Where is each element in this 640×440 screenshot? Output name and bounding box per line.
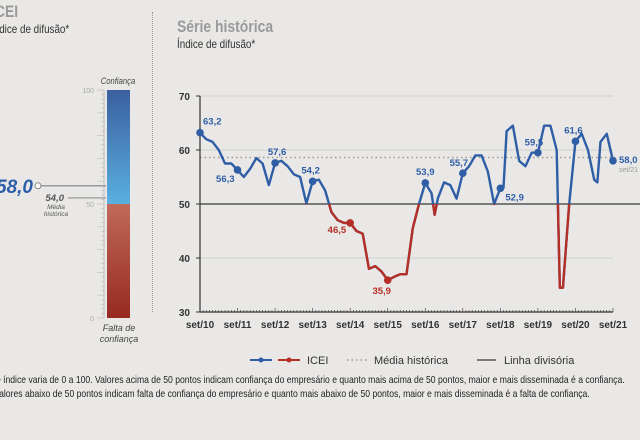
- data-point-marker: [609, 157, 617, 165]
- data-label: 63,2: [203, 117, 222, 128]
- chart-title: Série histórica: [177, 17, 274, 36]
- current-value-marker: [34, 182, 42, 190]
- data-point-marker: [308, 177, 317, 186]
- legend-item-icei: ICEI: [250, 355, 328, 367]
- data-point-marker: [571, 137, 580, 146]
- x-tick-label: set/18: [486, 320, 515, 331]
- data-point-marker: [496, 184, 505, 193]
- data-label: 54,2: [301, 165, 320, 176]
- gauge-tick-100: 100: [82, 88, 94, 95]
- data-point-marker: [196, 128, 204, 137]
- footnote-line-2: Valores abaixo de 50 pontos indicam falt…: [0, 388, 590, 400]
- x-tick-label: set/19: [524, 320, 553, 331]
- data-point-marker: [534, 148, 542, 157]
- data-label: 58,0: [619, 155, 638, 166]
- panel-divider: [152, 12, 153, 312]
- svg-text:Linha divisória: Linha divisória: [504, 355, 575, 367]
- x-tick-label: set/17: [449, 320, 478, 331]
- x-tick-label: set/21: [599, 320, 628, 331]
- icei-gauge: Confiança 100 50 0 58,0 54,0 Média histó…: [0, 75, 139, 344]
- x-tick-label: set/13: [298, 320, 327, 331]
- data-point-marker: [233, 166, 242, 174]
- data-label: 52,9: [505, 192, 524, 203]
- x-tick-label: set/15: [374, 320, 403, 331]
- gauge-confidence-zone: [107, 90, 130, 204]
- y-tick-label: 40: [179, 254, 191, 265]
- data-point-marker: [383, 276, 392, 284]
- grid: [200, 95, 640, 259]
- series-icei: [199, 124, 615, 289]
- gauge-bottom-label: confiança: [100, 334, 139, 344]
- data-label: 53,9: [416, 167, 435, 178]
- y-tick-label: 60: [179, 146, 191, 157]
- gauge-bottom-label: Falta de: [103, 323, 136, 333]
- footnote-line-1: O índice varia de 0 a 100. Valores acima…: [0, 374, 625, 386]
- current-value-label: 58,0: [0, 177, 33, 198]
- gauge-scale: [97, 89, 105, 319]
- x-tick-label: set/20: [561, 320, 590, 331]
- gauge-tick-0: 0: [90, 316, 94, 323]
- x-tick-label: set/14: [336, 320, 365, 331]
- gauge-tick-50: 50: [86, 202, 94, 209]
- y-tick-label: 30: [179, 308, 191, 319]
- legend-item-linha-divisoria: Linha divisória: [477, 355, 575, 367]
- data-label: 57,6: [268, 147, 287, 158]
- gauge-lack-zone: [107, 204, 130, 318]
- data-label: 56,3: [216, 174, 235, 185]
- data-point-marker: [271, 159, 279, 167]
- x-tick-label: set/12: [261, 320, 290, 331]
- data-point-marker: [346, 219, 354, 227]
- axes: 30 40 50 60 70 set/10 set/11 set/12 set/13 set/14…: [179, 92, 628, 331]
- x-tick-label: set/11: [224, 320, 252, 331]
- mean-value-label: 54,0: [46, 193, 65, 204]
- y-tick-label: 70: [179, 92, 191, 103]
- svg-text:ICEI: ICEI: [307, 355, 328, 367]
- data-sublabel: set/21: [619, 167, 638, 174]
- legend-item-media-historica: Média histórica: [347, 355, 449, 367]
- svg-text:Média histórica: Média histórica: [374, 355, 449, 367]
- data-point-marker: [459, 169, 467, 178]
- mean-caption: Média: [47, 204, 65, 211]
- x-tick-label: set/16: [411, 320, 440, 331]
- icei-line-chart: 30 40 50 60 70 set/10 set/11 set/12 set/13 set/14…: [179, 92, 640, 331]
- chart-legend: ICEI Média histórica Linha divisória: [250, 355, 575, 367]
- annotations: 63,2 56,3 57,6 54,2 46,5 35,9 53,9 55,7 52,9 59,5…: [196, 117, 638, 297]
- data-point-marker: [421, 179, 430, 187]
- data-label: 59,5: [525, 138, 544, 149]
- left-panel-title: ICEI: [0, 2, 19, 21]
- left-panel-subtitle: Índice de difusão*: [0, 22, 70, 36]
- data-label: 55,7: [450, 158, 469, 169]
- data-label: 35,9: [372, 286, 391, 297]
- mean-caption: histórica: [44, 211, 69, 218]
- x-tick-label: set/10: [186, 320, 215, 331]
- data-label: 61,6: [564, 125, 583, 136]
- chart-subtitle: Índice de difusão*: [177, 37, 256, 51]
- data-label: 46,5: [328, 225, 347, 236]
- y-tick-label: 50: [179, 200, 191, 211]
- gauge-top-label: Confiança: [101, 75, 136, 86]
